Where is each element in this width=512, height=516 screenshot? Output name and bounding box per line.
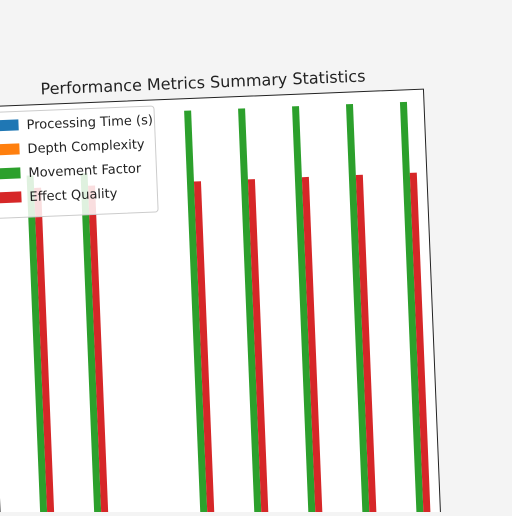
bar [409,172,431,516]
bar [247,179,269,516]
bar [301,176,323,516]
bar [355,174,377,516]
legend-label: Processing Time (s) [26,113,153,133]
legend-swatch [0,143,20,156]
legend-label: Depth Complexity [27,137,145,157]
bar [34,187,56,516]
bar [399,101,424,516]
bar [26,175,49,516]
legend-swatch [0,191,22,204]
legend: Processing Time (s) Depth Complexity Movem… [0,105,159,219]
legend-swatch [0,119,19,132]
bar [184,110,208,516]
bars-group [26,101,431,516]
bar [292,106,316,516]
legend-label: Movement Factor [28,162,142,182]
legend-frame [0,105,159,219]
legend-label: Effect Quality [29,187,118,206]
bar [345,103,370,516]
legend-swatch [0,167,21,180]
bar [193,181,215,516]
bar [238,108,262,516]
bar [80,173,102,516]
bar [88,185,109,516]
